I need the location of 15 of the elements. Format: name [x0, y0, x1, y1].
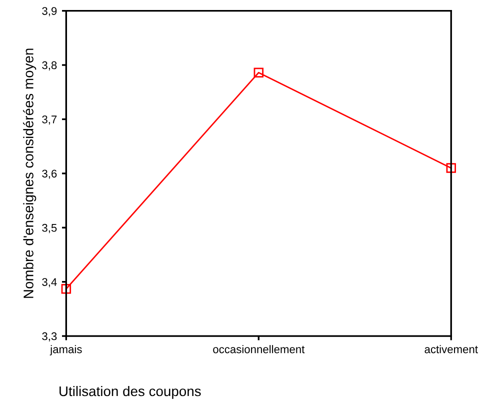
- y-axis-title: Nombre d'enseignes considérées moyen: [23, 48, 36, 298]
- y-tick-label: 3,4: [42, 278, 57, 288]
- y-tick-label: 3,9: [42, 7, 57, 16]
- point: [254, 68, 264, 78]
- x-tick-label: jamais: [50, 345, 82, 356]
- y-tick-label: 3,3: [42, 332, 57, 342]
- y-tick-label: 3,7: [42, 116, 57, 125]
- x-tick-label: occasionnellement: [213, 345, 305, 354]
- y-tick-label: 3,5: [42, 224, 57, 234]
- x-tick-label: activement: [424, 345, 478, 354]
- point: [446, 163, 456, 173]
- y-tick-label: 3,8: [42, 61, 57, 70]
- point: [61, 284, 72, 294]
- x-axis-title: Utilisation des coupons: [60, 386, 201, 399]
- y-tick-label: 3,6: [42, 170, 57, 179]
